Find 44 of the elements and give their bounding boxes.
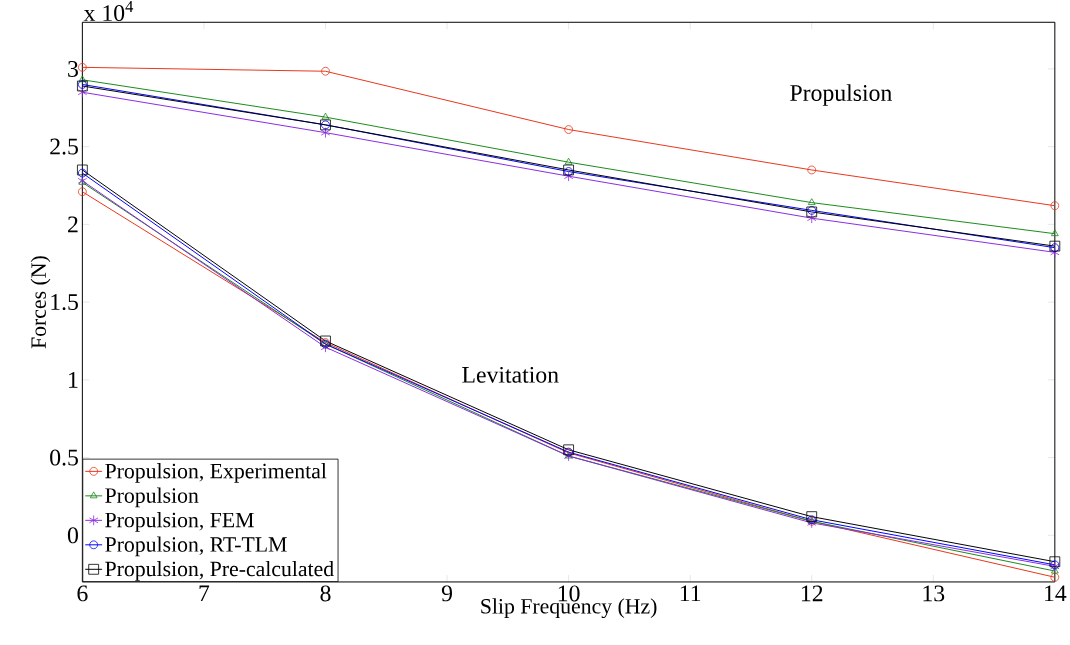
point — [1050, 201, 1060, 210]
legend-label: Propulsion, FEM — [105, 511, 254, 532]
point — [77, 164, 88, 176]
point — [807, 165, 817, 175]
y-tick-label: 2.5 — [50, 138, 78, 155]
y-tick-label: 1.5 — [51, 293, 78, 310]
x-tick-label: 8 — [320, 585, 331, 602]
point — [78, 187, 87, 196]
legend-label: Propulsion, Experimental — [105, 462, 327, 483]
point — [321, 112, 330, 120]
point — [77, 86, 88, 98]
y-tick-label: 1 — [69, 371, 78, 388]
x-tick-label: 7 — [199, 585, 210, 601]
y-tick-label: 2 — [68, 216, 78, 233]
x-tick-label: 11 — [680, 585, 701, 601]
point — [321, 66, 330, 76]
x-tick-label: 12 — [801, 585, 823, 601]
legend-label: Propulsion, Pre-calculated — [105, 560, 334, 581]
point — [806, 511, 818, 522]
point — [1051, 229, 1059, 236]
text: x 10$^{4}$ — [83, 0, 134, 21]
point — [807, 212, 817, 224]
annotation: Propulsion — [790, 84, 892, 106]
point — [320, 127, 331, 138]
x-tick-label: 9 — [441, 585, 452, 602]
y-tick-label: 0 — [67, 527, 78, 544]
y-tick-label: 3 — [68, 60, 78, 77]
legend-label: Propulsion — [105, 487, 199, 508]
annotation: Levitation — [462, 366, 559, 383]
y-tick-label: 0.5 — [50, 449, 78, 466]
point — [78, 62, 87, 72]
y-axis-title: Forces (N) — [30, 256, 51, 349]
legend-label: Propulsion, RT-TLM — [105, 536, 287, 557]
point — [564, 157, 573, 165]
point — [564, 124, 573, 134]
x-tick-label: 14 — [1045, 585, 1067, 601]
point — [1050, 572, 1060, 582]
point — [78, 75, 87, 82]
x-tick-label: 6 — [77, 585, 88, 602]
point — [1049, 556, 1061, 567]
x-tick-label: 13 — [923, 585, 945, 602]
point — [1050, 246, 1060, 258]
point — [78, 168, 87, 178]
point — [807, 198, 816, 205]
